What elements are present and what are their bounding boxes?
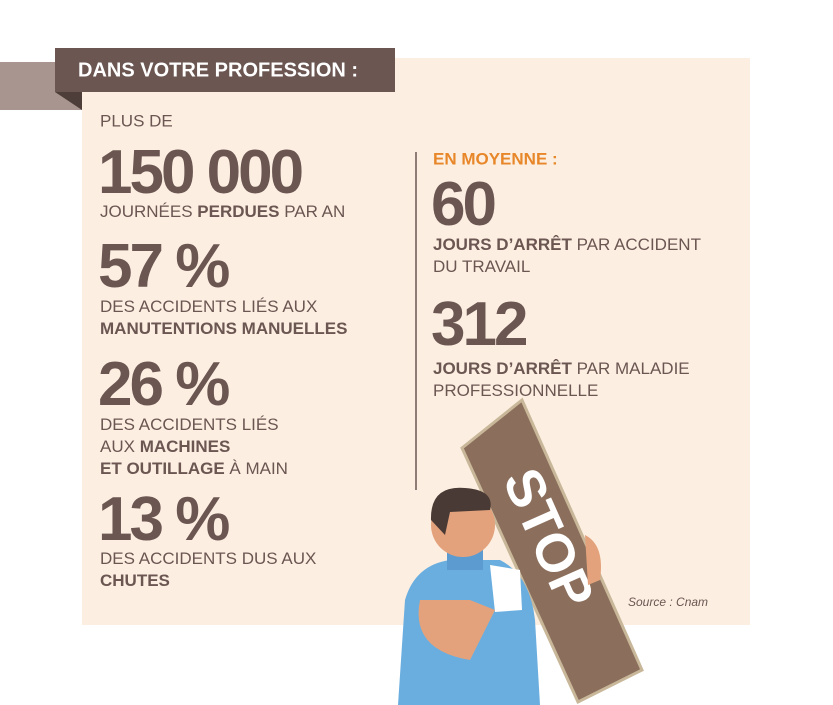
illustration: STOP [398, 397, 644, 705]
stat-text: DES ACCIDENTS LIÉS AUX [100, 297, 317, 316]
stat-figure: 26 % [98, 350, 229, 419]
stat-text: PROFESSIONNELLE [433, 381, 598, 400]
stat-text: DU TRAVAIL [433, 257, 530, 276]
glove [490, 565, 522, 612]
stat-text: DES ACCIDENTS DUS AUX [100, 549, 316, 568]
stat-figure: 57 % [98, 232, 229, 301]
stat-text: DES ACCIDENTS LIÉS [100, 415, 279, 434]
stat-text-part: PROFESSIONNELLE [433, 381, 598, 400]
header-title: DANS VOTRE PROFESSION : [78, 59, 358, 81]
stat-text-part: DES ACCIDENTS LIÉS AUX [100, 297, 317, 316]
stat-text-part: JOURNÉES [100, 202, 197, 221]
stat-text: JOURS D’ARRÊT PAR MALADIE [433, 359, 690, 378]
hand [585, 535, 601, 585]
stat-text-part: JOURS D’ARRÊT [433, 235, 572, 254]
stat-text-part: MANUTENTIONS MANUELLES [100, 319, 347, 338]
stat-figure: 312 [431, 290, 526, 359]
stat-text-part: MACHINES [140, 437, 231, 456]
stat-figure: 150 000 [98, 138, 302, 207]
stat-figure: 13 % [98, 485, 229, 554]
stat-text-part: DU TRAVAIL [433, 257, 530, 276]
stat-text: JOURS D’ARRÊT PAR ACCIDENT [433, 235, 701, 254]
board [460, 397, 644, 705]
stat-prefix: PLUS DE [100, 111, 173, 130]
stat-text-part: À MAIN [225, 459, 288, 478]
arm [418, 600, 495, 660]
stat-text-part: DES ACCIDENTS DUS AUX [100, 549, 316, 568]
stat-text-part: PERDUES [197, 202, 279, 221]
right-label: EN MOYENNE : [433, 149, 558, 168]
stat-text-part: JOURS D’ARRÊT [433, 359, 572, 378]
stat-text-part: DES ACCIDENTS LIÉS [100, 415, 279, 434]
stat-text-part: PAR MALADIE [572, 359, 690, 378]
stat-text: AUX MACHINES [100, 437, 230, 456]
source: Source : Cnam [628, 595, 708, 609]
stat-text-part: CHUTES [100, 571, 170, 590]
stat-text-part: ET OUTILLAGE [100, 459, 225, 478]
stat-text-part: PAR ACCIDENT [572, 235, 701, 254]
stat-text: ET OUTILLAGE À MAIN [100, 459, 288, 478]
fold [55, 92, 82, 110]
stat-figure: 60 [431, 170, 494, 239]
stat-text: MANUTENTIONS MANUELLES [100, 319, 347, 338]
stat-text: JOURNÉES PERDUES PAR AN [100, 202, 345, 221]
hair [430, 487, 491, 535]
stat-text: CHUTES [100, 571, 170, 590]
header-box [55, 48, 395, 92]
stat-text-part: PAR AN [279, 202, 345, 221]
stat-text-part: AUX [100, 437, 140, 456]
